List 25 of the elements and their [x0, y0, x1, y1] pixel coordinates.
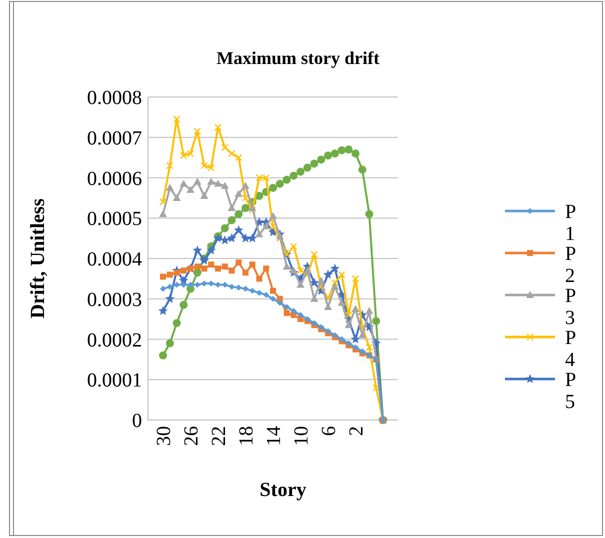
x-tick-label: 18	[236, 426, 258, 446]
x-tick-label: 26	[180, 426, 202, 446]
x-tick-label: 22	[208, 426, 230, 446]
y-tick-label: 0.0006	[87, 168, 142, 190]
y-tick-label: 0.0001	[87, 370, 142, 392]
y-tick-label: 0.0004	[87, 248, 142, 270]
y-tick-label: 0	[132, 410, 142, 432]
x-axis-title: Story	[260, 479, 306, 501]
chart-title: Maximum story drift	[216, 48, 380, 68]
legend-label: P4	[565, 327, 576, 371]
y-tick-label: 0.0005	[87, 208, 142, 230]
y-tick-label: 0.0003	[87, 288, 142, 311]
x-tick-label: 10	[290, 426, 312, 446]
legend-label: P3	[565, 285, 576, 329]
legend-label: P5	[565, 369, 576, 413]
x-tick-label: 14	[263, 426, 285, 446]
legend-label: P2	[565, 243, 576, 287]
y-tick-label: 0.0007	[87, 127, 142, 150]
y-axis-title: Drift, Unitless	[27, 198, 49, 318]
y-tick-label: 0.0008	[87, 87, 142, 109]
x-tick-label: 2	[346, 426, 368, 436]
legend-label: P1	[565, 201, 576, 245]
y-tick-label: 0.0002	[87, 329, 142, 352]
x-tick-label: 30	[153, 426, 175, 446]
x-tick-label: 6	[318, 426, 340, 436]
